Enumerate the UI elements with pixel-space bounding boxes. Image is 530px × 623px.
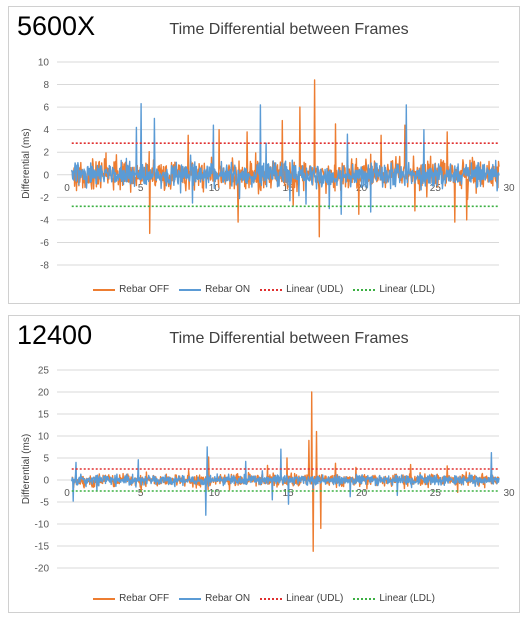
x-tick-label: 0 (64, 183, 70, 194)
legend-swatch (179, 288, 202, 291)
y-tick-label: -10 (35, 520, 50, 531)
legend-item: Linear (UDL) (260, 284, 343, 295)
y-tick-label: -5 (40, 498, 49, 509)
panel-label: 5600X (17, 11, 96, 41)
chart-panel-12400: 12400 Time Differential between Frames -… (8, 315, 520, 613)
x-tick-label: 20 (356, 183, 368, 194)
x-tick-label: 10 (209, 488, 221, 499)
legend-item: Linear (UDL) (260, 593, 343, 604)
legend-swatch (260, 597, 283, 600)
panel-label: 12400 (17, 320, 93, 350)
legend-swatch (179, 597, 202, 600)
x-tick-label: 0 (64, 488, 70, 499)
legend-label: Rebar ON (205, 284, 251, 295)
legend-swatch (93, 288, 116, 291)
legend-label: Linear (LDL) (379, 284, 435, 295)
y-tick-label: 25 (38, 366, 50, 377)
y-tick-label: -2 (40, 193, 49, 204)
y-axis-label: Differential (ms) (21, 128, 32, 198)
y-axis-label: Differential (ms) (21, 434, 32, 504)
y-tick-label: 5 (43, 454, 49, 465)
legend-label: Linear (UDL) (286, 593, 344, 604)
legend-label: Rebar ON (205, 593, 251, 604)
series-line-rebar-off (71, 391, 500, 552)
chart-panel-5600x: 5600X Time Differential between Frames -… (8, 6, 520, 304)
series-line-rebar-on (71, 103, 500, 215)
x-tick-label: 5 (138, 488, 144, 499)
y-tick-label: 15 (38, 410, 50, 421)
y-tick-label: 0 (43, 170, 49, 181)
y-tick-label: 2 (43, 148, 49, 159)
legend-swatch (93, 597, 116, 600)
y-tick-label: 6 (43, 103, 49, 114)
y-tick-label: 10 (38, 58, 50, 69)
x-tick-label: 30 (503, 488, 515, 499)
y-tick-label: -4 (40, 215, 49, 226)
y-tick-label: 4 (43, 125, 49, 136)
chart-legend: Rebar OFF Rebar ON Linear (UDL) Linear (LDL… (9, 593, 519, 604)
series-line-rebar-on (71, 446, 500, 516)
legend-label: Linear (UDL) (286, 284, 344, 295)
legend-label: Linear (LDL) (379, 593, 435, 604)
y-tick-label: 10 (38, 432, 50, 443)
x-tick-label: 25 (430, 488, 442, 499)
y-tick-label: -15 (35, 542, 50, 553)
legend-item: Rebar OFF (93, 284, 169, 295)
y-tick-label: -20 (35, 564, 50, 575)
x-tick-label: 25 (430, 183, 442, 194)
y-tick-label: 20 (38, 388, 50, 399)
legend-item: Rebar OFF (93, 593, 169, 604)
legend-item: Linear (LDL) (353, 593, 435, 604)
chart-title: Time Differential between Frames (169, 330, 409, 347)
x-tick-label: 5 (138, 183, 144, 194)
legend-item: Rebar ON (179, 593, 250, 604)
x-tick-label: 30 (503, 183, 515, 194)
legend-item: Linear (LDL) (353, 284, 435, 295)
chart-legend: Rebar OFF Rebar ON Linear (UDL) Linear (LDL… (9, 284, 519, 295)
legend-swatch (353, 288, 376, 291)
y-tick-label: 0 (43, 476, 49, 487)
chart-title: Time Differential between Frames (169, 21, 409, 38)
legend-label: Rebar OFF (119, 593, 170, 604)
legend-swatch (260, 288, 283, 291)
y-tick-label: -6 (40, 238, 49, 249)
x-tick-label: 20 (356, 488, 368, 499)
y-tick-label: 8 (43, 80, 49, 91)
legend-swatch (353, 597, 376, 600)
legend-label: Rebar OFF (119, 284, 170, 295)
legend-item: Rebar ON (179, 284, 250, 295)
y-tick-label: -8 (40, 261, 49, 272)
